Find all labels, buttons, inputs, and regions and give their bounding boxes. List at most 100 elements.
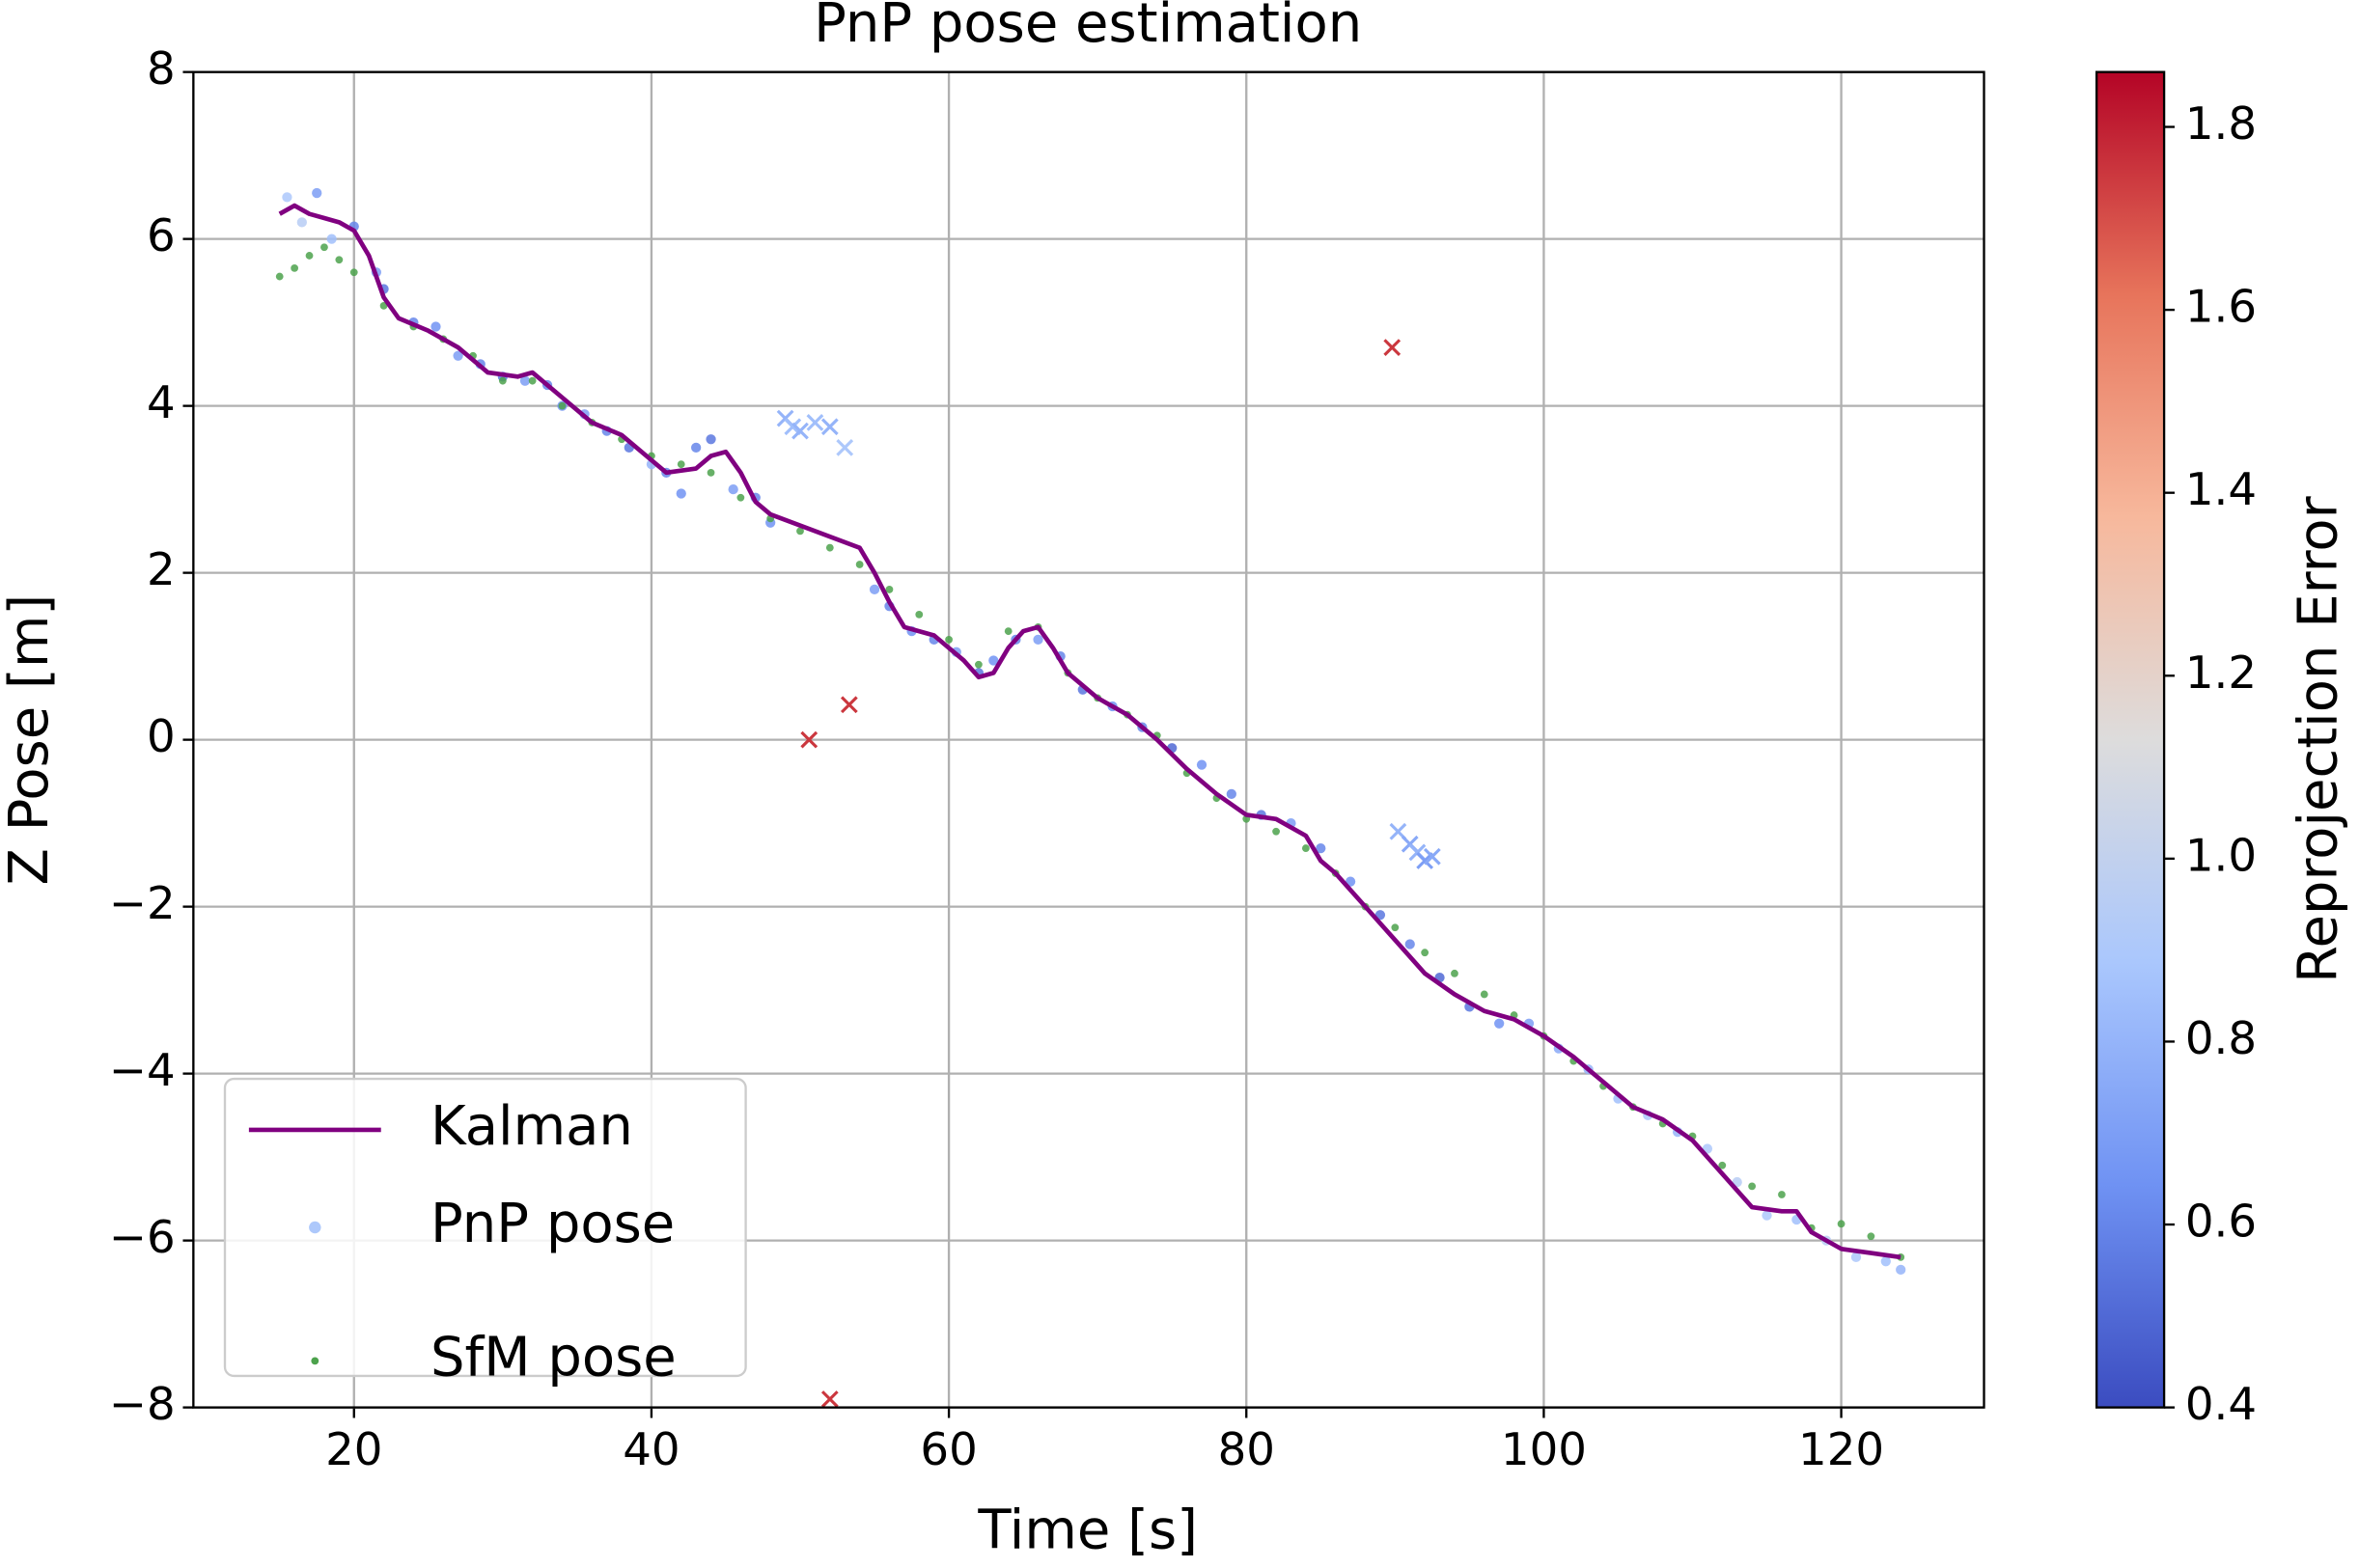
pnp-point [1762, 1210, 1772, 1221]
y-tick-label: −8 [109, 1379, 176, 1431]
pnp-point [728, 484, 738, 495]
sfm-point [1480, 990, 1488, 999]
sfm-point [335, 256, 344, 264]
legend-marker [311, 1357, 319, 1365]
sfm-point [498, 376, 507, 385]
y-tick-label: −6 [109, 1212, 176, 1264]
legend-label: PnP pose [430, 1193, 675, 1255]
legend-label: SfM pose [430, 1327, 677, 1389]
colorbar-tick-label: 1.4 [2185, 464, 2257, 516]
outlier-point [820, 418, 839, 436]
sfm-point [1421, 949, 1429, 957]
pnp-point [326, 234, 337, 244]
pnp-point [1880, 1256, 1891, 1267]
sfm-point [1391, 923, 1400, 932]
pnp-point [691, 442, 702, 454]
pnp-point [1226, 788, 1236, 799]
y-tick-label: 6 [147, 210, 176, 262]
pnp-point [430, 321, 441, 332]
x-tick-label: 40 [623, 1424, 680, 1476]
outlier-point [836, 439, 854, 456]
pnp-point [312, 187, 322, 199]
y-tick-label: 2 [147, 544, 176, 596]
pnp-point [676, 488, 686, 499]
sfm-point [855, 561, 864, 568]
outlier-point [791, 422, 809, 440]
plot-frame [192, 70, 1985, 1409]
pnp-point [1404, 939, 1415, 949]
y-tick-label: 8 [147, 43, 176, 96]
kalman-line [278, 203, 1901, 1260]
outlier-point [820, 1390, 839, 1408]
outlier-point [806, 414, 824, 431]
sfm-point [1778, 1191, 1786, 1198]
sfm-point [736, 493, 745, 502]
x-tick-label: 100 [1501, 1424, 1587, 1476]
colorbar-label: Reprojection Error [2287, 495, 2349, 983]
legend-label: Kalman [430, 1095, 633, 1158]
sfm-point [1748, 1182, 1757, 1191]
pnp-point [1316, 842, 1326, 854]
sfm-point [1301, 844, 1310, 852]
pnp-point [869, 584, 880, 595]
pnp-point [1196, 759, 1207, 770]
pnp-point [519, 375, 531, 386]
sfm-point [1837, 1220, 1846, 1228]
outlier-point [1383, 339, 1402, 356]
pnp-point [1896, 1264, 1906, 1276]
sfm-point [1272, 827, 1280, 836]
pnp-point [282, 192, 292, 203]
pnp-point [988, 655, 999, 666]
pnp-point [1850, 1252, 1862, 1263]
sfm-point [915, 610, 924, 619]
y-tick-label: −2 [109, 878, 176, 930]
sfm-point [945, 635, 953, 644]
colorbar-tick-label: 1.8 [2185, 98, 2257, 151]
sfm-point [528, 376, 537, 385]
pnp-point [296, 217, 307, 228]
sfm-point [825, 543, 834, 552]
sfm-point [349, 268, 358, 277]
pnp-point [1494, 1018, 1505, 1029]
chart-title: PnP pose estimation [814, 0, 1362, 55]
x-tick-label: 120 [1798, 1424, 1884, 1476]
colorbar-tick-label: 1.2 [2185, 647, 2257, 700]
sfm-point [1718, 1161, 1727, 1169]
sfm-point [796, 527, 804, 536]
sfm-point [1451, 969, 1458, 977]
sfm-point [975, 660, 983, 669]
pnp-point [453, 350, 463, 361]
outlier-point [800, 730, 819, 749]
colorbar [2095, 70, 2166, 1409]
y-axis-label: Z Pose [m] [0, 594, 61, 886]
sfm-point [558, 401, 567, 410]
pnp-point [1033, 634, 1043, 645]
sfm-point [1867, 1232, 1875, 1241]
y-tick-label: 0 [147, 711, 176, 763]
x-axis-label: Time [s] [977, 1499, 1198, 1561]
legend-marker [309, 1221, 321, 1234]
colorbar-tick-label: 1.6 [2185, 282, 2257, 334]
outlier-point [840, 696, 858, 714]
colorbar-tick-label: 1.0 [2185, 830, 2257, 882]
outlier-point [1423, 847, 1441, 866]
sfm-point [677, 460, 685, 469]
x-tick-label: 60 [920, 1424, 977, 1476]
x-tick-label: 80 [1218, 1424, 1275, 1476]
sfm-point [885, 586, 894, 593]
sfm-point [707, 468, 715, 477]
colorbar-tick-label: 0.8 [2185, 1013, 2257, 1065]
colorbar-tick-label: 0.4 [2185, 1379, 2257, 1431]
sfm-point [275, 272, 284, 281]
sfm-point [305, 252, 314, 260]
y-tick-label: 4 [147, 377, 176, 429]
pnp-point [706, 434, 716, 445]
sfm-point [320, 243, 328, 252]
y-tick-label: −4 [109, 1045, 176, 1097]
sfm-point [1004, 627, 1013, 636]
sfm-point [291, 264, 299, 272]
x-tick-label: 20 [325, 1424, 382, 1476]
legend-box [223, 1077, 747, 1378]
